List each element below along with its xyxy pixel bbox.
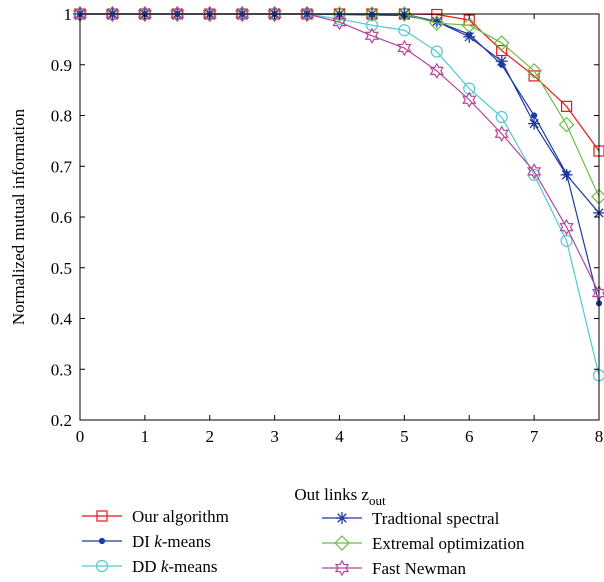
y-axis-label: Normalized mutual information (9, 108, 28, 325)
series-our-algorithm (74, 8, 604, 157)
y-tick-label: 0.9 (51, 56, 72, 75)
legend-item-tradtional-spectral: Tradtional spectral (322, 509, 500, 528)
data-point (235, 5, 250, 23)
data-point (494, 125, 509, 142)
data-point (299, 5, 315, 23)
y-tick-label: 0.8 (51, 107, 72, 126)
data-point (560, 168, 573, 181)
x-axis-label: Out links zout (294, 485, 386, 508)
series-line-di-k-means (80, 13, 600, 304)
series-line-tradtional-spectral (80, 13, 600, 214)
series-layer (72, 5, 604, 382)
data-point (267, 5, 282, 23)
series-line-fast-newman (80, 13, 600, 294)
data-point (170, 5, 185, 23)
data-point (331, 6, 348, 22)
y-tick-label: 0.6 (51, 208, 72, 227)
legend-marker (98, 537, 106, 545)
data-point (558, 116, 575, 133)
series-line-extremal-optimization (80, 13, 600, 197)
data-point (429, 62, 444, 80)
legend-item-extremal-optimization: Extremal optimization (322, 534, 525, 553)
data-point (364, 6, 380, 22)
data-point (430, 45, 443, 58)
data-point (137, 5, 152, 23)
y-tick-label: 0.7 (51, 157, 73, 176)
data-point (526, 62, 542, 79)
data-point (428, 15, 445, 31)
data-point (105, 5, 120, 23)
data-point (591, 188, 604, 205)
legend-label: Our algorithm (132, 507, 229, 526)
data-point (495, 55, 508, 68)
legend-item-dd-k-means: DD k-means (82, 557, 217, 576)
legend-item-our-algorithm: Our algorithm (82, 507, 229, 526)
legend-item-di-k-means: DI k-means (82, 532, 211, 551)
x-tick-label: 4 (335, 427, 344, 446)
data-point (559, 218, 574, 236)
y-tick-label: 0.2 (51, 411, 72, 430)
series-line-dd-k-means (80, 13, 600, 376)
legend-marker (95, 559, 109, 573)
data-point (396, 6, 413, 22)
y-tick-label: 0.4 (51, 310, 73, 329)
series-fast-newman (72, 5, 604, 302)
legend-marker (334, 535, 350, 551)
data-point (332, 13, 347, 31)
x-tick-label: 1 (141, 427, 150, 446)
legend-marker (334, 559, 350, 577)
ticks-layer: 0 1 2 3 4 5 6 7 8 0.2 0.3 0.4 0.5 0.6 0.7 0.8 0.9 1 (51, 5, 604, 446)
x-tick-label: 0 (76, 427, 85, 446)
data-point (397, 39, 412, 57)
data-point (463, 82, 476, 95)
x-axis-label-subscript: out (369, 493, 386, 508)
x-tick-label: 2 (206, 427, 215, 446)
legend-item-fast-newman: Fast Newman (322, 559, 466, 578)
y-tick-label: 0.3 (51, 360, 72, 379)
series-dd-k-means (73, 7, 604, 382)
data-point (462, 91, 477, 108)
data-point (560, 100, 573, 112)
x-tick-label: 8 (595, 427, 604, 446)
legend-marker (336, 512, 348, 524)
x-tick-label: 3 (270, 427, 279, 446)
x-tick-label: 7 (530, 427, 539, 446)
series-line-our-algorithm (80, 13, 600, 152)
plot-frame (79, 13, 600, 421)
data-point (461, 17, 478, 34)
data-point (202, 5, 217, 23)
data-point (528, 117, 541, 130)
y-tick-label: 0.5 (51, 259, 72, 278)
legend-label: DD k-means (132, 557, 217, 576)
legend-label: Fast Newman (372, 559, 466, 578)
data-point (398, 24, 411, 37)
legend: Our algorithm DI k-means DD k-means Tradtio… (82, 507, 525, 578)
x-tick-label: 5 (400, 427, 409, 446)
x-tick-label: 6 (465, 427, 474, 446)
legend-marker (96, 510, 108, 522)
y-tick-label: 1 (64, 5, 73, 24)
data-point (531, 112, 538, 119)
series-tradtional-spectral (74, 8, 604, 219)
data-point (493, 35, 510, 51)
legend-label: Tradtional spectral (372, 509, 500, 528)
data-point (495, 110, 508, 124)
data-point (527, 163, 542, 180)
legend-label: DI k-means (132, 532, 211, 551)
data-point (364, 27, 380, 45)
legend-label: Extremal optimization (372, 534, 525, 553)
